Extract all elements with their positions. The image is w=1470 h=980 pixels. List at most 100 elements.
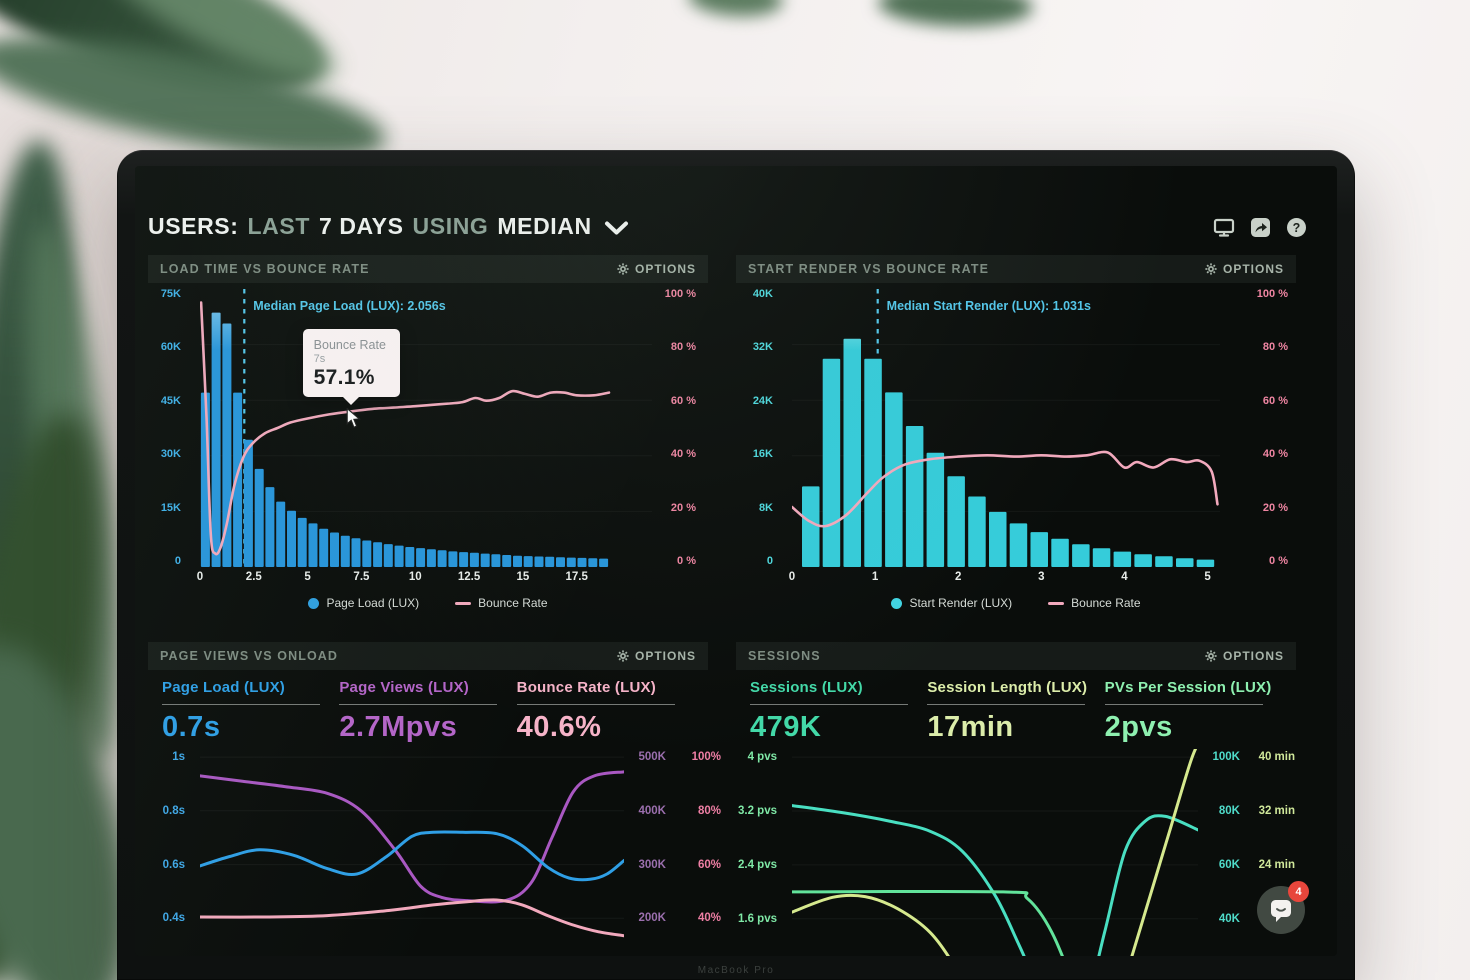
stat-label: PVs Per Session (LUX) [1104, 679, 1272, 696]
y-axis-tick: 24K [752, 394, 773, 407]
display-icon[interactable] [1213, 217, 1235, 238]
plot[interactable] [792, 749, 1198, 956]
stat-value: 40.6% [516, 711, 602, 743]
x-axis-tick: 5 [1204, 571, 1211, 583]
gear-icon [1205, 650, 1217, 662]
y-axis-tick: 0.8s [162, 804, 185, 817]
x-axis-tick: 10 [408, 571, 422, 583]
chart-area: 4 pvs 3.2 pvs 2.4 pvs 1.6 pvs 100K 40 min 80K… [736, 749, 1296, 956]
options-label: OPTIONS [1222, 262, 1284, 276]
y-axis-tick: 60% [697, 858, 721, 871]
panel-page-views-vs-onload: PAGE VIEWS VS ONLOAD OPTIONS Page Load (… [148, 642, 721, 956]
legend-label: Start Render (LUX) [909, 596, 1013, 610]
x-axis-tick: 0 [196, 571, 204, 583]
y-axis-tick: 0 % [677, 554, 696, 567]
y-axis-tick: 300K [638, 858, 667, 871]
y-axis-tick: 16K [752, 448, 773, 461]
options-label: OPTIONS [634, 649, 696, 663]
page-views-line-chart [200, 756, 624, 938]
gear-icon [617, 650, 629, 662]
stat-divider [750, 704, 908, 705]
y-axis-tick: 1s [172, 751, 185, 764]
stat-page-load[interactable]: Page Load (LUX) 0.7s [162, 679, 339, 744]
share-icon[interactable] [1250, 217, 1271, 238]
stat-label: Sessions (LUX) [750, 679, 863, 696]
y-axis-tick-pair: 400K 80% [630, 804, 722, 817]
stat-page-views[interactable]: Page Views (LUX) 2.7Mpvs [339, 679, 516, 744]
intercom-launcher[interactable]: 4 [1257, 881, 1309, 934]
stat-label: Page Load (LUX) [162, 679, 286, 696]
stat-divider [927, 704, 1086, 705]
stat-session-length[interactable]: Session Length (LUX) 17min [927, 679, 1104, 744]
panel-grid: LOAD TIME VS BOUNCE RATE OPTIONS 75K 60K 4… [135, 255, 1337, 956]
plant-leaf [686, 0, 785, 20]
x-axis-tick: 4 [1121, 571, 1128, 583]
help-icon[interactable]: ? [1286, 217, 1307, 238]
y-axis-right: 100 % 80 % 60 % 40 % 20 % 0 % [1220, 289, 1296, 567]
y-axis-tick: 60 % [670, 394, 696, 407]
y-axis-left: 75K 60K 45K 30K 15K 0 [148, 289, 200, 567]
y-axis-tick: 100K [1212, 751, 1241, 764]
plot[interactable]: Median Start Render (LUX): 1.031s 0 1 2 3 4 5 [789, 289, 1220, 587]
tooltip-title: Bounce Rate [313, 338, 386, 353]
gear-icon [617, 263, 629, 275]
y-axis-tick: 100 % [664, 288, 696, 300]
plot[interactable]: Median Page Load (LUX): 2.056s Bounce Ra… [196, 289, 652, 587]
y-axis-left: 1s 0.8s 0.6s 0.4s [148, 749, 200, 956]
plot[interactable] [200, 749, 624, 956]
y-axis-tick: 60K [1218, 858, 1240, 871]
panel-title: LOAD TIME VS BOUNCE RATE [160, 262, 370, 276]
y-axis-right: 100 % 80 % 60 % 40 % 20 % 0 % [652, 289, 704, 567]
y-axis-tick: 40 min [1258, 751, 1295, 764]
panel-header: START RENDER VS BOUNCE RATE OPTIONS [736, 255, 1296, 283]
legend-label: Bounce Rate [1071, 596, 1141, 610]
y-axis-tick: 200K [638, 912, 667, 925]
y-axis-left: 40K 32K 24K 16K 8K 0 [736, 289, 792, 567]
notification-badge: 4 [1288, 881, 1309, 902]
y-axis-tick: 40K [752, 288, 773, 300]
chat-bubble-icon [1271, 899, 1291, 922]
stat-value: 0.7s [162, 711, 221, 743]
stat-value: 17min [927, 711, 1014, 743]
legend: Page Load (LUX) Bounce Rate [148, 596, 708, 610]
y-axis-tick: 80K [1218, 805, 1240, 817]
legend-dot-marker [891, 597, 903, 609]
options-button[interactable]: OPTIONS [1205, 262, 1284, 276]
stat-pvs-per-session[interactable]: PVs Per Session (LUX) 2pvs [1104, 679, 1282, 744]
x-axis-tick: 3 [1038, 571, 1045, 583]
chevron-down-icon[interactable] [604, 221, 629, 236]
options-button[interactable]: OPTIONS [1205, 649, 1284, 663]
y-axis-tick: 40 % [1262, 448, 1288, 461]
y-axis-tick: 80% [697, 804, 721, 817]
y-axis-tick: 15K [160, 501, 181, 514]
y-axis-tick-pair: 40K [1204, 913, 1295, 925]
panel-title: SESSIONS [748, 649, 821, 663]
page-title[interactable]: USERS: LAST 7 DAYS USING MEDIAN [148, 213, 629, 240]
stats-row: Page Load (LUX) 0.7s Page Views (LUX) 2.… [148, 670, 708, 744]
median-annotation: Median Start Render (LUX): 1.031s [886, 299, 1091, 313]
median-annotation: Median Page Load (LUX): 2.056s [253, 299, 446, 313]
options-button[interactable]: OPTIONS [617, 262, 696, 276]
legend-item[interactable]: Page Load (LUX) [308, 596, 419, 610]
plant-leaf [0, 137, 88, 643]
x-axis-tick: 12.5 [457, 571, 481, 583]
legend-item[interactable]: Bounce Rate [455, 596, 548, 610]
stat-value: 2.7Mpvs [339, 711, 458, 743]
legend-item[interactable]: Bounce Rate [1048, 596, 1141, 610]
title-part: 7 DAYS [318, 213, 404, 239]
stat-sessions[interactable]: Sessions (LUX) 479K [750, 679, 927, 744]
y-axis-tick: 80 % [670, 341, 696, 354]
options-button[interactable]: OPTIONS [617, 649, 696, 663]
stat-divider [1104, 704, 1263, 705]
y-axis-tick: 0 % [1269, 554, 1288, 567]
y-axis-tick: 30K [160, 448, 181, 461]
y-axis-tick: 40% [697, 912, 721, 925]
stat-bounce-rate[interactable]: Bounce Rate (LUX) 40.6% [516, 679, 694, 744]
y-axis-tick-pair: 300K 60% [630, 858, 722, 871]
sessions-line-chart [792, 749, 1198, 956]
legend-item[interactable]: Start Render (LUX) [891, 596, 1012, 610]
y-axis-tick: 60 % [1262, 394, 1288, 407]
stat-divider [162, 704, 320, 705]
plant-leaf [0, 0, 339, 125]
